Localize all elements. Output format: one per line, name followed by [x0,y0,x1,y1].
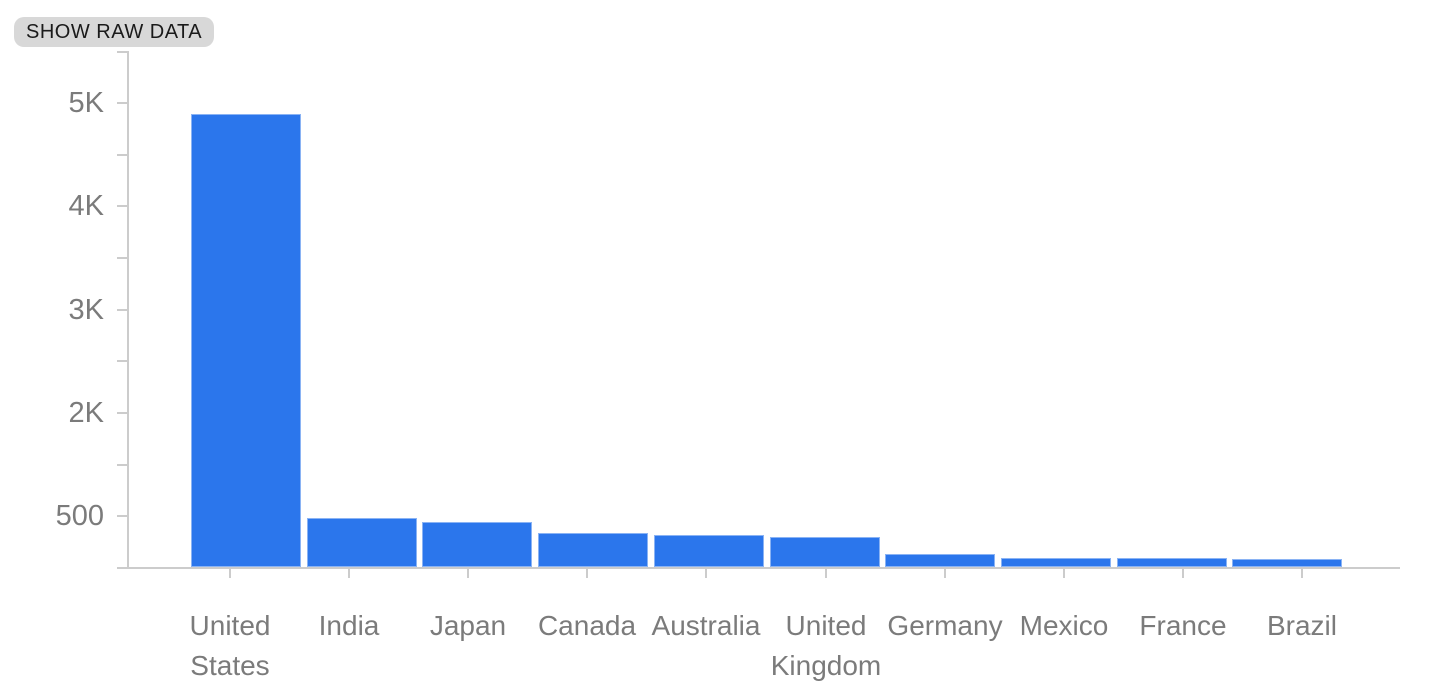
x-axis-tick [944,569,946,578]
x-label-japan: Japan [429,610,507,641]
bar-brazil[interactable] [1232,559,1342,567]
x-label-india: India [318,610,380,641]
bar-united-states[interactable] [191,114,301,567]
y-axis-tick [117,515,127,517]
x-label-mexico: Mexico [1019,610,1109,641]
bar-canada[interactable] [538,533,648,567]
x-label-australia: Australia [651,610,761,641]
y-axis-tick [117,412,127,414]
x-label-france: France [1139,610,1227,641]
y-axis-tick [117,205,127,207]
x-axis-tick [1182,569,1184,578]
bar-india[interactable] [307,518,417,567]
y-axis-tick [117,309,127,311]
show-raw-data-button[interactable]: SHOW RAW DATA [14,17,215,47]
y-tick-label-3k: 3K [68,294,104,326]
x-label-brazil: Brazil [1266,610,1337,641]
x-axis-tick [348,569,350,578]
y-axis-tick [117,102,127,104]
bar-france[interactable] [1117,558,1227,567]
y-axis-tick [117,257,127,259]
x-label-united-states: United States [189,610,271,681]
y-axis-top-cap [117,51,129,53]
bar-mexico[interactable] [1001,558,1111,567]
y-tick-label-500: 500 [55,500,104,532]
x-axis-tick [705,569,707,578]
y-tick-label-5k: 5K [68,87,104,119]
bar-japan[interactable] [422,522,532,567]
x-label-canada: Canada [537,610,637,641]
y-tick-label-4k: 4K [68,190,104,222]
y-axis-line [127,51,129,567]
x-axis-tick [586,569,588,578]
x-axis-tick [825,569,827,578]
y-tick-label-2k: 2K [68,397,104,429]
x-axis-tick [467,569,469,578]
bar-germany[interactable] [885,554,995,567]
y-axis-tick [117,360,127,362]
x-axis-tick [1063,569,1065,578]
x-axis-tick [1301,569,1303,578]
x-axis-tick [229,569,231,578]
x-axis-line [117,567,1400,569]
bar-australia[interactable] [654,535,764,567]
x-label-germany: Germany [887,610,1003,641]
y-axis-tick [117,154,127,156]
bar-united-kingdom[interactable] [770,537,880,567]
y-axis-tick [117,464,127,466]
x-label-united-kingdom: United Kingdom [770,610,882,681]
